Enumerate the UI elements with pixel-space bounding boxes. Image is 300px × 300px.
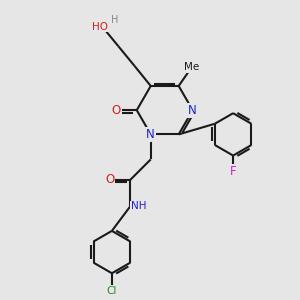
Text: F: F [230, 165, 236, 178]
Text: H: H [111, 15, 118, 25]
Text: Me: Me [184, 62, 200, 72]
Text: HO: HO [92, 22, 108, 32]
Text: N: N [188, 104, 197, 117]
Text: N: N [146, 128, 155, 141]
Text: Cl: Cl [107, 286, 117, 296]
Text: NH: NH [130, 202, 146, 212]
Text: O: O [112, 104, 121, 117]
Text: O: O [105, 173, 114, 187]
